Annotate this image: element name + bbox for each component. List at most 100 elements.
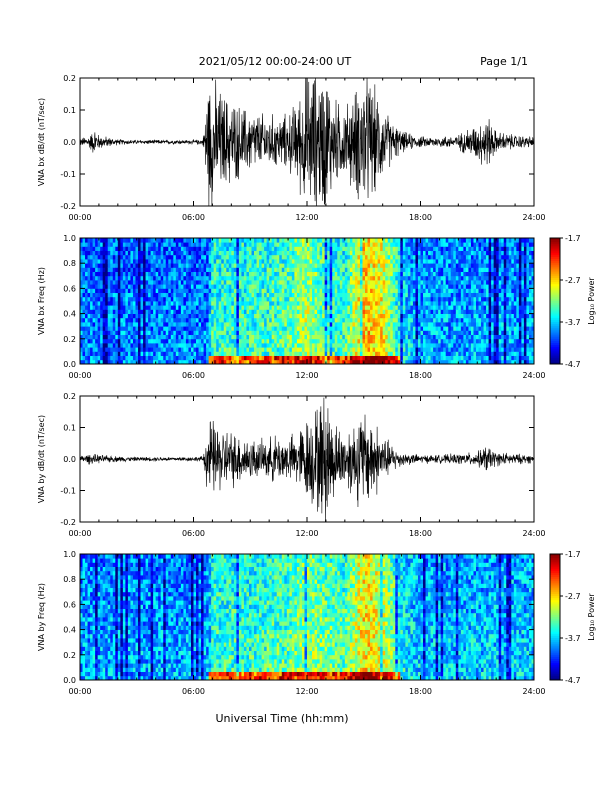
colorbar-cell [550, 648, 560, 651]
colorbar-cell [550, 612, 560, 616]
colorbar-cell [550, 353, 560, 356]
colorbar-cell [550, 631, 560, 635]
panel-bx-dbdt: -0.2 -0.1 0.0 0.1 0.2 00:00 06:00 12:00 18:00 24:… [37, 74, 546, 222]
colorbar-cell [550, 324, 560, 327]
colorbar-cell [550, 623, 560, 626]
colorbar-cell [550, 357, 560, 361]
colorbar-cell [550, 313, 560, 317]
colorbar-cell [550, 587, 560, 591]
x-tick-label: 00:00 [68, 371, 91, 380]
x-tick-label: 12:00 [295, 213, 318, 222]
y-tick-label: -0.2 [60, 518, 76, 527]
colorbar-cell [550, 315, 560, 319]
colorbar-cell [550, 248, 560, 251]
colorbar-cell [550, 254, 560, 258]
x-tick-label: 18:00 [409, 529, 432, 538]
colorbar-cell [550, 575, 560, 578]
y-tick-label: 1.0 [63, 550, 76, 559]
y-tick-label: 0.2 [63, 335, 76, 344]
colorbar-cell [550, 596, 560, 599]
colorbar-frame [549, 237, 561, 365]
colorbar-cell [550, 294, 560, 298]
x-tick-label: 06:00 [182, 371, 205, 380]
colorbar-cell [550, 585, 560, 588]
colorbar-cell [550, 577, 560, 580]
colorbar-cell [550, 562, 560, 565]
colorbar-cell [550, 311, 560, 314]
y-tick-label: 0.1 [63, 106, 76, 115]
y-axis-label: VNA by Freq (Hz) [37, 583, 46, 651]
colorbar-cell [550, 568, 560, 572]
colorbar-cell [550, 554, 560, 557]
colorbar-label: Log₁₀ Power [587, 593, 596, 641]
colorbar-cell [550, 343, 560, 346]
colorbar-cell [550, 619, 560, 622]
colorbar-cell [550, 259, 560, 262]
colorbar-cell [550, 307, 560, 310]
page-number: Page 1/1 [480, 55, 528, 68]
colorbar-cell [550, 273, 560, 277]
colorbar-cell [550, 334, 560, 338]
x-tick-label: 06:00 [182, 687, 205, 696]
x-tick-label: 00:00 [68, 529, 91, 538]
y-tick-label: -0.1 [60, 487, 76, 496]
colorbar-cell [550, 650, 560, 654]
colorbar-cell [550, 640, 560, 643]
panel-bx-spectrogram: 0.0 0.2 0.4 0.6 0.8 1.0 00:00 06:00 12:00 18:00 24… [37, 234, 546, 380]
colorbar-cell [550, 286, 560, 289]
colorbar-tick-label: -1.7 [565, 550, 581, 559]
y-tick-label: -0.2 [60, 202, 76, 211]
colorbar-cell [550, 581, 560, 584]
x-tick-label: 12:00 [295, 529, 318, 538]
colorbar-cell [550, 598, 560, 601]
colorbar-bx: -1.7 -2.7 -3.7 -4.7 Log₁₀ Power [549, 234, 596, 369]
colorbar-cell [550, 570, 560, 574]
colorbar-cell [550, 361, 560, 365]
colorbar-cell [550, 614, 560, 618]
colorbar-cell [550, 290, 560, 293]
colorbar-cell [550, 638, 560, 641]
colorbar-cell [550, 271, 560, 275]
colorbar-cell [550, 322, 560, 325]
colorbar-cell [550, 566, 560, 570]
colorbar-cell [550, 600, 560, 603]
colorbar-cell [550, 606, 560, 609]
x-tick-label: 24:00 [522, 529, 545, 538]
colorbar-cell [550, 349, 560, 352]
colorbar-cell [550, 242, 560, 245]
colorbar-cell [550, 564, 560, 567]
colorbar-cell [550, 244, 560, 247]
colorbar-cell [550, 625, 560, 628]
colorbar-cell [550, 635, 560, 639]
colorbar-cell [550, 644, 560, 647]
colorbar-cell [550, 652, 560, 656]
colorbar-cell [550, 298, 560, 302]
colorbar-cell [550, 617, 560, 620]
x-tick-label: 12:00 [295, 371, 318, 380]
colorbar-cell [550, 347, 560, 350]
colorbar-cell [550, 669, 560, 672]
colorbar-cell [550, 263, 560, 266]
x-tick-label: 18:00 [409, 213, 432, 222]
colorbar-cell [550, 345, 560, 348]
y-tick-label: 0.8 [63, 575, 76, 584]
colorbar-tick-label: -2.7 [565, 592, 581, 601]
colorbar-cell [550, 250, 560, 254]
y-tick-label: -0.1 [60, 170, 76, 179]
colorbar-cell [550, 284, 560, 287]
colorbar-cell [550, 332, 560, 335]
x-tick-label: 18:00 [409, 371, 432, 380]
colorbar-cell [550, 633, 560, 637]
colorbar-cell [550, 583, 560, 586]
y-tick-label: 0.0 [63, 360, 76, 369]
y-tick-label: 0.0 [63, 455, 76, 464]
colorbar-cell [550, 359, 560, 363]
colorbar-cell [550, 659, 560, 662]
colorbar-cell [550, 654, 560, 658]
colorbar-cell [550, 336, 560, 340]
colorbar-cell [550, 629, 560, 633]
colorbar-cell [550, 330, 560, 333]
y-tick-label: 0.6 [63, 284, 76, 293]
colorbar-cell [550, 556, 560, 559]
colorbar-cell [550, 667, 560, 670]
